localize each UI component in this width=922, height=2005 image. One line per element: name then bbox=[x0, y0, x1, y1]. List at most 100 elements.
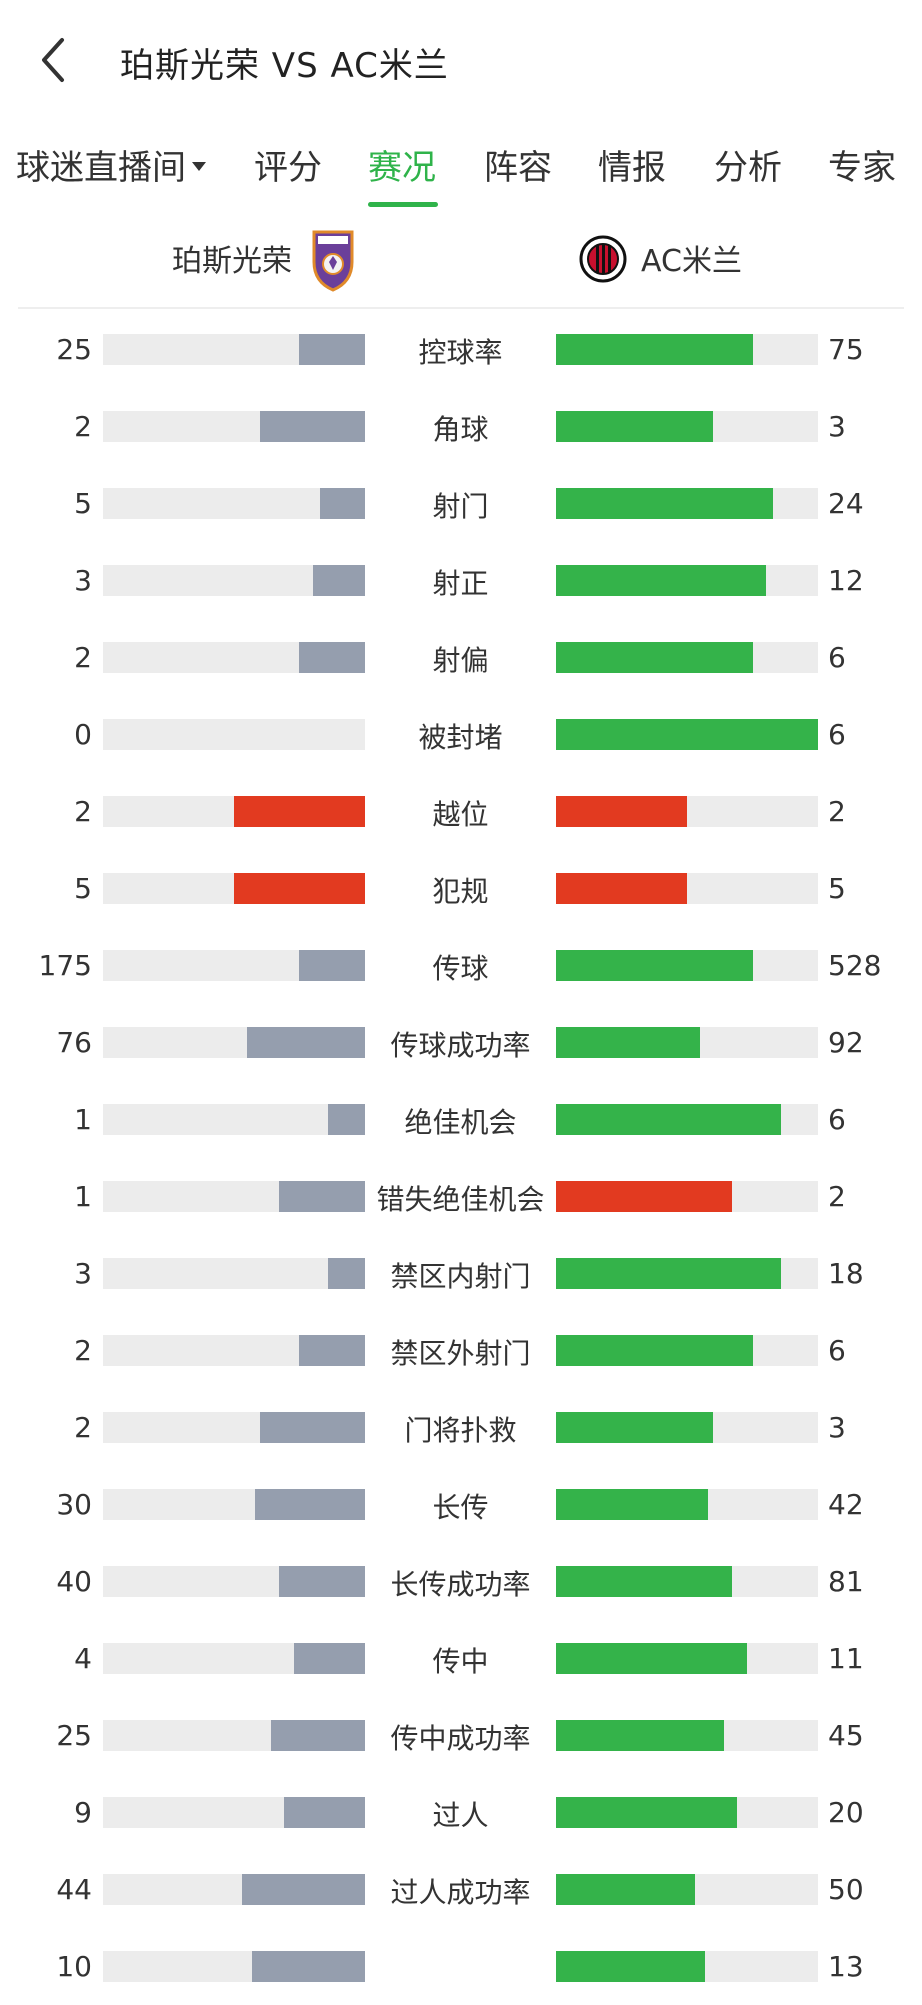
tab-experts[interactable]: 专家 bbox=[828, 148, 896, 188]
away-stat-value: 3 bbox=[828, 1411, 846, 1444]
stat-row: 5 射门 24 bbox=[0, 465, 922, 542]
stat-row: 76 传球成功率 92 bbox=[0, 1004, 922, 1081]
home-stat-track bbox=[103, 642, 365, 673]
perth-glory-logo-icon bbox=[308, 226, 358, 292]
away-stat-value: 6 bbox=[828, 718, 846, 751]
home-stat-bar bbox=[234, 873, 365, 904]
home-stat-bar bbox=[313, 565, 365, 596]
away-stat-track bbox=[556, 719, 818, 750]
stat-label: 传球成功率 bbox=[390, 1029, 531, 1062]
chevron-left-icon bbox=[42, 38, 64, 82]
away-stat-bar bbox=[556, 1181, 732, 1212]
home-stat-track bbox=[103, 1412, 365, 1443]
home-stat-bar bbox=[284, 1797, 365, 1828]
stat-row: 40 长传成功率 81 bbox=[0, 1543, 922, 1620]
tab-label: 球迷直播间 bbox=[16, 148, 186, 188]
home-stat-bar bbox=[299, 642, 365, 673]
tab-lineup[interactable]: 阵容 bbox=[484, 148, 552, 188]
away-stat-track bbox=[556, 411, 818, 442]
back-button[interactable] bbox=[32, 32, 76, 88]
home-stat-value: 25 bbox=[56, 333, 92, 366]
stat-row: 2 角球 3 bbox=[0, 388, 922, 465]
stat-row: 2 射偏 6 bbox=[0, 619, 922, 696]
tab-ratings[interactable]: 评分 bbox=[254, 148, 322, 188]
away-stat-value: 5 bbox=[828, 872, 846, 905]
home-stat-value: 5 bbox=[74, 872, 92, 905]
stat-row: 2 门将扑救 3 bbox=[0, 1389, 922, 1466]
home-stat-value: 25 bbox=[56, 1719, 92, 1752]
home-stat-track bbox=[103, 950, 365, 981]
away-stat-bar bbox=[556, 642, 753, 673]
home-stat-bar bbox=[260, 1412, 365, 1443]
away-stat-bar bbox=[556, 1412, 713, 1443]
away-stat-bar bbox=[556, 334, 753, 365]
home-stat-bar bbox=[328, 1258, 365, 1289]
home-stat-value: 4 bbox=[74, 1642, 92, 1675]
away-stat-value: 45 bbox=[828, 1719, 864, 1752]
ac-milan-logo-icon bbox=[578, 226, 628, 292]
away-stat-value: 3 bbox=[828, 410, 846, 443]
away-stat-track bbox=[556, 642, 818, 673]
away-stat-value: 81 bbox=[828, 1565, 864, 1598]
home-stat-value: 10 bbox=[56, 1950, 92, 1983]
home-stat-track bbox=[103, 1874, 365, 1905]
away-stat-value: 2 bbox=[828, 795, 846, 828]
stat-label: 角球 bbox=[432, 413, 489, 446]
away-stat-track bbox=[556, 488, 818, 519]
home-stat-track bbox=[103, 1951, 365, 1982]
home-team-name: 珀斯光荣 bbox=[172, 244, 292, 279]
stat-label: 禁区外射门 bbox=[390, 1337, 531, 1370]
stat-row: 25 控球率 75 bbox=[0, 311, 922, 388]
away-stat-track bbox=[556, 1027, 818, 1058]
home-stat-value: 44 bbox=[56, 1873, 92, 1906]
home-stat-track bbox=[103, 1566, 365, 1597]
tab-intel[interactable]: 情报 bbox=[598, 148, 666, 188]
home-stat-value: 1 bbox=[74, 1180, 92, 1213]
home-stat-track bbox=[103, 411, 365, 442]
stat-row: 0 被封堵 6 bbox=[0, 696, 922, 773]
away-stat-bar bbox=[556, 1720, 724, 1751]
away-stat-track bbox=[556, 1258, 818, 1289]
tab-analysis[interactable]: 分析 bbox=[714, 148, 782, 188]
home-stat-track bbox=[103, 1643, 365, 1674]
away-stat-track bbox=[556, 950, 818, 981]
away-stat-bar bbox=[556, 1797, 737, 1828]
home-stat-bar bbox=[255, 1489, 365, 1520]
home-stat-value: 1 bbox=[74, 1103, 92, 1136]
stat-label: 门将扑救 bbox=[404, 1414, 517, 1447]
away-team-name: AC米兰 bbox=[641, 244, 742, 279]
away-stat-bar bbox=[556, 1258, 781, 1289]
stat-label: 被封堵 bbox=[418, 721, 503, 754]
active-tab-indicator bbox=[368, 202, 438, 207]
home-stat-track bbox=[103, 1181, 365, 1212]
stat-label: 射正 bbox=[432, 567, 489, 600]
stat-label: 控球率 bbox=[418, 336, 503, 369]
away-stat-bar bbox=[556, 1951, 705, 1982]
away-stat-value: 2 bbox=[828, 1180, 846, 1213]
home-stat-track bbox=[103, 1258, 365, 1289]
stat-row: 2 禁区外射门 6 bbox=[0, 1312, 922, 1389]
home-stat-bar bbox=[320, 488, 365, 519]
stat-row: 3 射正 12 bbox=[0, 542, 922, 619]
away-stat-bar bbox=[556, 1566, 732, 1597]
tab-fan-live[interactable]: 球迷直播间 bbox=[16, 140, 206, 189]
stat-label: 过人 bbox=[432, 1799, 489, 1832]
home-stat-track bbox=[103, 1335, 365, 1366]
home-stat-track bbox=[103, 488, 365, 519]
home-stat-bar bbox=[260, 411, 365, 442]
home-stat-track bbox=[103, 719, 365, 750]
away-stat-track bbox=[556, 1643, 818, 1674]
home-stat-track bbox=[103, 1720, 365, 1751]
away-stat-value: 6 bbox=[828, 1103, 846, 1136]
stat-row: 44 过人成功率 50 bbox=[0, 1851, 922, 1928]
tab-match-stats[interactable]: 赛况 bbox=[368, 148, 436, 188]
home-stat-bar bbox=[234, 796, 365, 827]
stat-row: 3 禁区内射门 18 bbox=[0, 1235, 922, 1312]
home-stat-value: 76 bbox=[56, 1026, 92, 1059]
stat-row: 1 错失绝佳机会 2 bbox=[0, 1158, 922, 1235]
home-stat-track bbox=[103, 1027, 365, 1058]
away-stat-value: 6 bbox=[828, 1334, 846, 1367]
away-stat-bar bbox=[556, 719, 818, 750]
away-stat-value: 13 bbox=[828, 1950, 864, 1983]
stat-label: 犯规 bbox=[432, 875, 489, 908]
